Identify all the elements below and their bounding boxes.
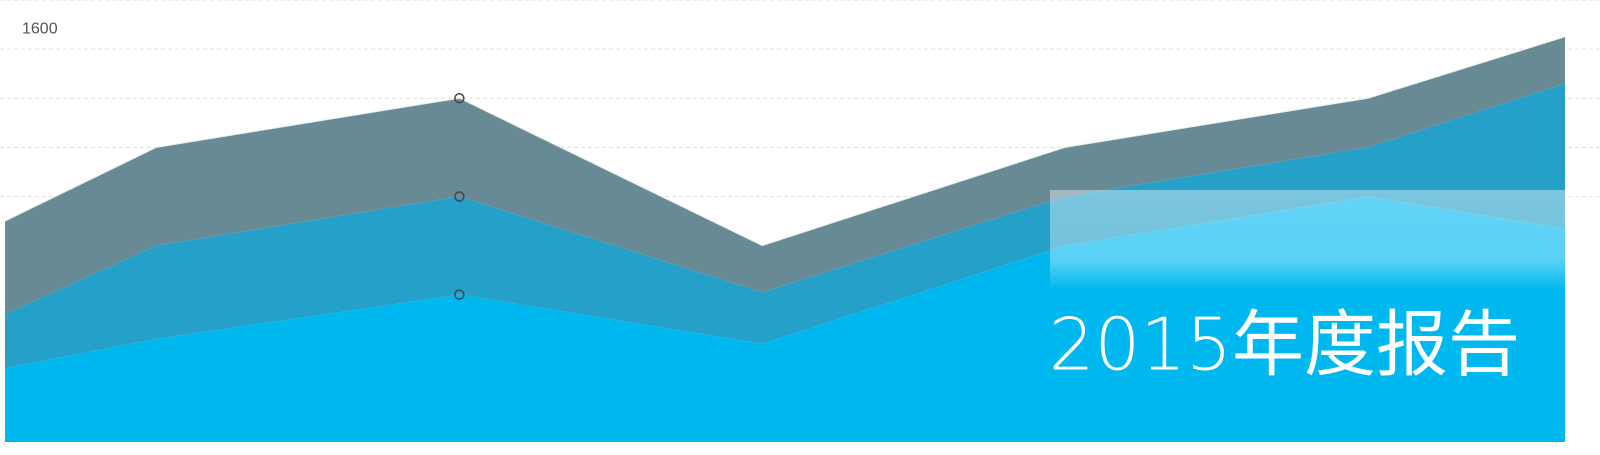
point-marker [454, 92, 465, 104]
y-tick-label: 1600 [22, 20, 58, 37]
chart-title: 2015年度报告 [1049, 303, 1520, 387]
area-edge [4, 36, 1566, 247]
area [5, 83, 1565, 369]
point-marker [454, 289, 465, 300]
point-marker [454, 191, 465, 202]
highlight [1050, 190, 1600, 290]
area [5, 36, 1565, 315]
